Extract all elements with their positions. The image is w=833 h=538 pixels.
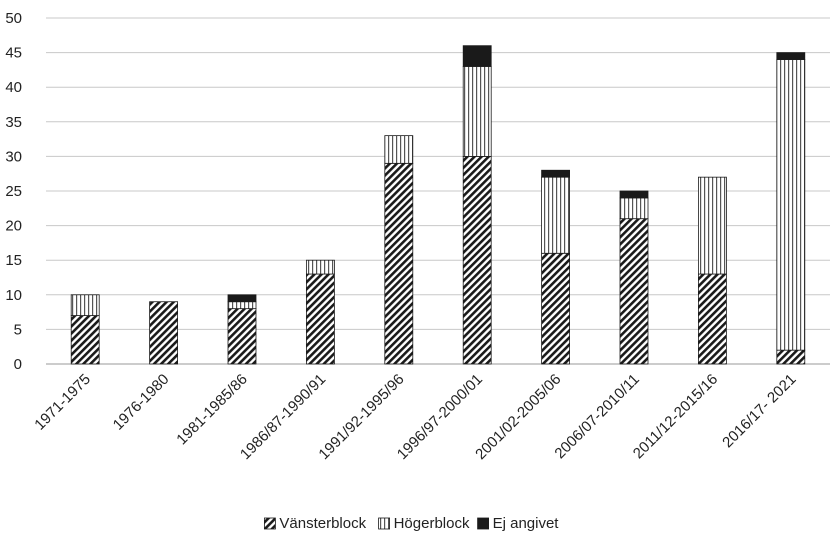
bar-segment-högerblock [541, 176, 570, 254]
bar-segment-ej-angivet [227, 294, 257, 303]
bar-segment-vänsterblock [619, 218, 649, 365]
legend-label: Ej angivet [493, 515, 560, 532]
bar-segment-högerblock [698, 176, 727, 275]
legend-swatch [477, 517, 490, 530]
bar-segment-vänsterblock [462, 155, 492, 365]
bar-segment-högerblock [227, 301, 257, 310]
y-tick-label: 0 [14, 356, 22, 373]
x-tick-label: 2006/07-2010/11 [551, 371, 642, 462]
bar-segment-ej-angivet [462, 45, 492, 67]
bar-segment-vänsterblock [70, 315, 100, 365]
x-tick-label: 1976-1980 [110, 371, 173, 434]
x-tick-label: 1996/97-2000/01 [394, 371, 486, 463]
legend: Vänsterblock Högerblock Ej angivet [263, 515, 560, 532]
x-axis-tick-labels: 1971-1975 1976-1980 1981-1985/861986/87-19… [31, 371, 799, 463]
y-tick-label: 5 [14, 321, 22, 338]
y-tick-label: 40 [5, 79, 22, 96]
y-tick-label: 20 [5, 218, 22, 235]
bar-segment-vänsterblock [305, 273, 335, 365]
bar-segment-vänsterblock [698, 273, 727, 365]
bar-segment-ej-angivet [541, 169, 570, 178]
legend-label: Högerblock [394, 515, 470, 532]
legend-swatch [263, 517, 276, 530]
bar-segment-ej-angivet [619, 190, 649, 199]
x-tick-label: 2011/12-2015/16 [630, 371, 721, 462]
y-tick-label: 25 [5, 183, 22, 200]
y-tick-label: 30 [5, 148, 22, 165]
bar-segment-ej-angivet [776, 52, 806, 60]
bar-segment-högerblock [305, 259, 335, 275]
y-tick-label: 10 [5, 287, 22, 304]
legend-swatch [378, 517, 391, 530]
x-tick-label: 1991/92-1995/96 [315, 371, 407, 463]
bar-segment-högerblock [776, 59, 806, 351]
bar-segment-vänsterblock [384, 162, 414, 365]
x-tick-label: 2016/17- 2021 [719, 371, 799, 451]
bar-segment-högerblock [462, 66, 492, 157]
bar-segment-högerblock [70, 294, 100, 316]
y-tick-label: 15 [5, 252, 22, 269]
bars [70, 45, 806, 365]
y-tick-label: 35 [5, 114, 22, 131]
x-tick-label: 1981-1985/86 [173, 371, 250, 448]
bar-segment-högerblock [619, 197, 649, 220]
x-tick-label: 2001/02-2005/06 [472, 371, 564, 463]
bar-segment-vänsterblock [227, 308, 257, 365]
y-tick-label: 45 [5, 45, 22, 62]
bar-segment-vänsterblock [776, 349, 806, 365]
bar-segment-vänsterblock [149, 301, 179, 365]
bar-segment-högerblock [384, 135, 414, 164]
y-tick-label: 50 [5, 10, 22, 27]
x-tick-label: 1986/87-1990/91 [237, 371, 329, 463]
x-tick-label: 1971-1975 [31, 371, 94, 434]
bar-segment-vänsterblock [541, 252, 570, 365]
legend-label: Vänsterblock [279, 515, 366, 532]
y-axis-tick-labels: 0 5 10 15 20 25 30 35 40 45 50 [5, 10, 22, 373]
